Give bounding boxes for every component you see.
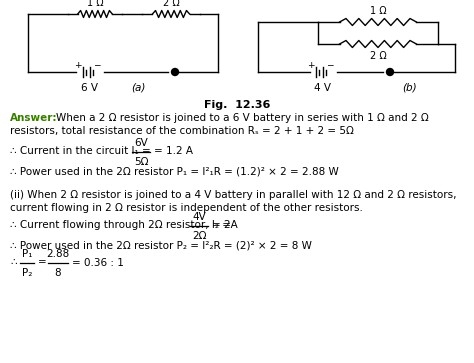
Text: Answer:: Answer: — [10, 113, 57, 123]
Text: = 0.36 : 1: = 0.36 : 1 — [72, 257, 124, 268]
Text: 4V: 4V — [192, 212, 206, 222]
Text: 8: 8 — [55, 268, 61, 278]
Text: 2 Ω: 2 Ω — [370, 51, 386, 61]
Text: (a): (a) — [131, 83, 145, 93]
Text: ∴ Power used in the 2Ω resistor P₂ = I²₂R = (2)² × 2 = 8 W: ∴ Power used in the 2Ω resistor P₂ = I²₂… — [10, 241, 312, 251]
Text: Fig.  12.36: Fig. 12.36 — [204, 100, 270, 110]
Text: 1 Ω: 1 Ω — [370, 6, 386, 16]
Text: 6 V: 6 V — [82, 83, 99, 93]
Text: 4 V: 4 V — [315, 83, 331, 93]
Text: 5Ω: 5Ω — [134, 157, 149, 167]
Text: ∴ Current in the circuit I₁ =: ∴ Current in the circuit I₁ = — [10, 147, 151, 156]
Text: = 2A: = 2A — [212, 220, 238, 231]
Text: ∴ Current flowing through 2Ω resistor, I₂ =: ∴ Current flowing through 2Ω resistor, I… — [10, 220, 231, 231]
Text: −: − — [326, 61, 334, 69]
Text: +: + — [307, 61, 315, 69]
Text: P₂: P₂ — [22, 268, 32, 278]
Circle shape — [386, 69, 393, 76]
Text: −: − — [93, 61, 101, 69]
Text: (b): (b) — [403, 83, 417, 93]
Circle shape — [172, 69, 179, 76]
Text: P₁: P₁ — [22, 249, 32, 259]
Text: ∴: ∴ — [10, 257, 17, 268]
Text: +: + — [74, 61, 82, 69]
Text: 6V: 6V — [135, 138, 148, 148]
Text: resistors, total resistance of the combination Rₛ = 2 + 1 + 2 = 5Ω: resistors, total resistance of the combi… — [10, 126, 354, 136]
Text: 2 Ω: 2 Ω — [163, 0, 179, 8]
Text: 2Ω: 2Ω — [192, 231, 207, 241]
Text: = 1.2 A: = 1.2 A — [155, 147, 193, 156]
Text: When a 2 Ω resistor is joined to a 6 V battery in series with 1 Ω and 2 Ω: When a 2 Ω resistor is joined to a 6 V b… — [56, 113, 429, 123]
Text: (ii) When 2 Ω resistor is joined to a 4 V battery in parallel with 12 Ω and 2 Ω : (ii) When 2 Ω resistor is joined to a 4 … — [10, 190, 456, 200]
Text: 2.88: 2.88 — [46, 249, 70, 259]
Text: current flowing in 2 Ω resistor is independent of the other resistors.: current flowing in 2 Ω resistor is indep… — [10, 203, 363, 213]
Text: 1 Ω: 1 Ω — [87, 0, 103, 8]
Text: ∴ Power used in the 2Ω resistor P₁ = I²₁R = (1.2)² × 2 = 2.88 W: ∴ Power used in the 2Ω resistor P₁ = I²₁… — [10, 167, 339, 177]
Text: =: = — [38, 257, 47, 268]
